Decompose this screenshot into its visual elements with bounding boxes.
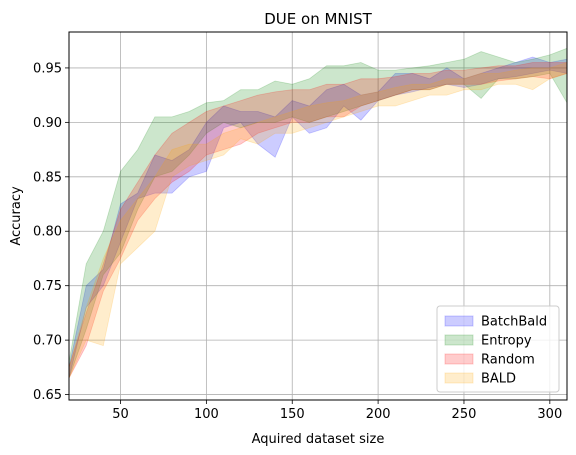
y-tick-label: 0.90 — [33, 116, 62, 131]
band-entropy — [69, 47, 567, 379]
plot-frame — [68, 31, 568, 401]
y-tick-label: 0.70 — [33, 334, 62, 349]
y-axis-ticks: 0.65 0.70 0.75 0.80 0.85 0.90 0.95 — [33, 61, 69, 403]
legend-swatch-batchbald — [444, 315, 474, 327]
legend-label-bald: BALD — [481, 372, 516, 387]
chart-title: DUE on MNIST — [264, 10, 372, 28]
legend-label-entropy: Entropy — [481, 334, 532, 349]
y-tick-label: 0.65 — [33, 388, 62, 403]
y-tick-label: 0.75 — [33, 279, 62, 294]
x-tick-label: 250 — [452, 407, 477, 422]
band-random — [69, 62, 567, 379]
legend-box — [436, 305, 560, 393]
y-axis-label: Accuracy — [9, 186, 24, 246]
legend-swatch-bald — [444, 372, 474, 384]
legend-label-batchbald: BatchBald — [481, 315, 547, 330]
y-tick-label: 0.95 — [33, 61, 62, 76]
x-tick-label: 100 — [194, 407, 219, 422]
band-bald — [69, 62, 567, 379]
legend: BatchBald Entropy Random BALD — [436, 305, 560, 393]
grid-lines — [69, 32, 567, 400]
x-tick-label: 200 — [366, 407, 391, 422]
x-tick-label: 300 — [537, 407, 562, 422]
x-axis-label: Aquired dataset size — [252, 432, 385, 447]
legend-swatch-entropy — [444, 334, 474, 346]
x-tick-label: 150 — [280, 407, 305, 422]
y-tick-label: 0.80 — [33, 225, 62, 240]
x-axis-ticks: 50 100 150 200 250 300 — [112, 400, 562, 422]
y-tick-label: 0.85 — [33, 170, 62, 185]
band-batchbald — [69, 56, 567, 379]
x-tick-label: 50 — [112, 407, 129, 422]
legend-swatch-random — [444, 353, 474, 365]
series-bands — [69, 47, 567, 379]
legend-label-random: Random — [481, 353, 535, 368]
